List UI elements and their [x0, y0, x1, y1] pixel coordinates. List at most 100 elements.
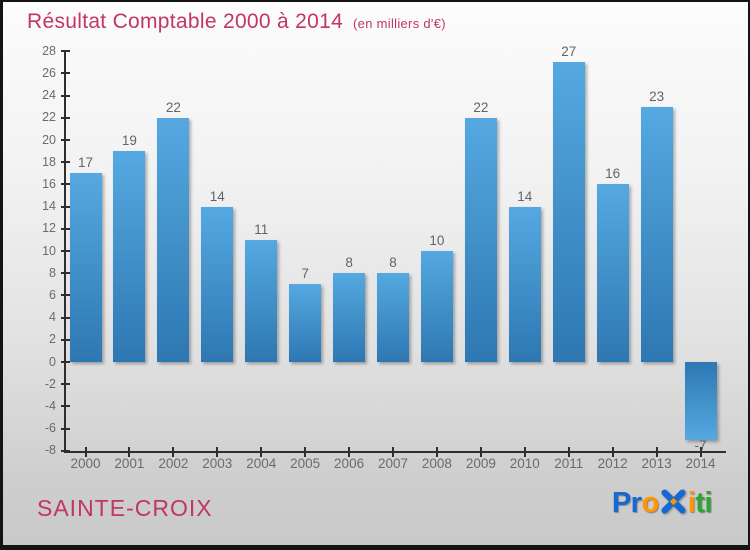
- y-tick-2: [61, 338, 70, 341]
- y-axis-label-0: 0: [49, 354, 56, 369]
- year-label-2013: 2013: [641, 455, 672, 471]
- y-tick-22: [61, 116, 70, 119]
- y-tick-8: [61, 272, 70, 275]
- y-axis-label-26: 26: [42, 65, 56, 80]
- year-label-2014: 2014: [685, 455, 716, 471]
- y-axis-label-24: 24: [42, 88, 56, 103]
- y-axis-label-2: 2: [49, 332, 56, 347]
- logo-letter-3: i: [687, 487, 696, 519]
- bar-2000: [69, 173, 102, 362]
- bar-value-2000: 17: [77, 155, 94, 171]
- bar-2001: [113, 151, 146, 362]
- bar-2006: [333, 273, 366, 362]
- y-tick-18: [61, 161, 70, 164]
- bar-2010: [508, 206, 541, 362]
- x-tick-2002: [172, 446, 175, 457]
- year-label-2006: 2006: [334, 455, 365, 471]
- y-tick--4: [61, 405, 70, 408]
- bar-2007: [377, 273, 409, 362]
- y-tick--6: [61, 427, 70, 430]
- y-tick-24: [61, 94, 70, 97]
- x-axis-line: [64, 450, 726, 453]
- year-label-2011: 2011: [554, 455, 584, 471]
- y-axis-label-16: 16: [42, 176, 56, 191]
- x-tick-2001: [128, 446, 131, 457]
- logo-letter-1: o: [641, 487, 659, 519]
- y-axis-label-18: 18: [42, 154, 56, 169]
- y-axis-label--6: -6: [44, 421, 56, 436]
- year-label-2004: 2004: [246, 455, 277, 471]
- x-tick-2008: [435, 446, 438, 457]
- bar-value-2005: 7: [301, 266, 309, 282]
- year-label-2007: 2007: [377, 455, 409, 471]
- y-axis-label-28: 28: [42, 43, 56, 58]
- bar-value-2007: 8: [389, 255, 397, 271]
- y-axis-label-4: 4: [49, 310, 56, 325]
- bar-2003: [201, 206, 234, 362]
- year-label-2003: 2003: [202, 455, 233, 471]
- y-tick-12: [61, 227, 70, 230]
- y-tick--2: [61, 383, 70, 386]
- y-tick-6: [61, 294, 70, 297]
- x-tick-2006: [348, 446, 351, 457]
- chart-title-row: Résultat Comptable 2000 à 2014 (en millie…: [27, 10, 446, 34]
- commune-name: SAINTE-CROIX: [37, 495, 213, 521]
- y-axis-label-12: 12: [42, 221, 56, 236]
- y-tick-4: [61, 316, 70, 319]
- bar-value-2009: 22: [473, 99, 489, 115]
- x-tick-2012: [611, 446, 614, 457]
- year-label-2012: 2012: [597, 455, 628, 471]
- year-label-2009: 2009: [465, 455, 496, 471]
- bar-value-2010: 14: [517, 188, 533, 204]
- x-tick-2009: [479, 446, 482, 457]
- bar-2004: [245, 239, 278, 362]
- y-tick-0: [61, 361, 70, 363]
- bar-2011: [552, 62, 585, 362]
- bar-2012: [596, 184, 629, 362]
- y-tick-28: [61, 50, 70, 53]
- bar-value-2011: 27: [561, 44, 577, 60]
- y-axis-label-10: 10: [42, 243, 56, 258]
- proxiti-logo: Pr o i t i: [611, 487, 713, 519]
- bar-2002: [157, 117, 190, 362]
- x-tick-2011: [567, 446, 570, 457]
- y-tick-26: [61, 72, 70, 75]
- bar-value-2004: 11: [254, 221, 269, 237]
- logo-letter-5: i: [704, 487, 712, 519]
- bar-2013: [640, 106, 673, 362]
- x-tick-2003: [216, 446, 219, 457]
- year-label-2005: 2005: [290, 455, 321, 471]
- y-tick-10: [61, 250, 70, 252]
- x-tick-2010: [523, 446, 526, 457]
- x-tick-2007: [392, 446, 394, 457]
- chart-subtitle: (en milliers d'€): [353, 16, 446, 31]
- logo-x-icon: [661, 489, 686, 514]
- bar-value-2001: 19: [121, 133, 137, 149]
- y-tick-16: [61, 183, 70, 186]
- bar-value-2008: 10: [429, 233, 445, 248]
- x-tick-2000: [84, 446, 87, 457]
- y-axis-label-22: 22: [42, 110, 56, 125]
- x-tick-2004: [260, 446, 263, 457]
- y-axis-label--2: -2: [44, 376, 56, 391]
- year-label-2010: 2010: [509, 455, 540, 471]
- bar-value-2014: -7: [694, 437, 707, 453]
- year-label-2001: 2001: [114, 455, 145, 471]
- y-tick-14: [61, 205, 70, 208]
- bar-2005: [289, 284, 322, 362]
- bar-value-2003: 14: [209, 188, 225, 204]
- bar-value-2006: 8: [345, 255, 353, 271]
- year-label-2000: 2000: [70, 455, 101, 471]
- year-label-2002: 2002: [158, 455, 189, 471]
- x-tick-2013: [655, 446, 658, 457]
- y-tick-20: [61, 139, 70, 141]
- logo-letter-0: Pr: [611, 487, 642, 519]
- y-axis-label-6: 6: [49, 287, 56, 302]
- bar-2009: [464, 117, 497, 362]
- logo-letter-4: t: [695, 487, 705, 519]
- bar-value-2013: 23: [649, 88, 665, 104]
- y-tick--8: [61, 449, 70, 452]
- year-label-2008: 2008: [421, 455, 452, 471]
- y-axis-label-20: 20: [42, 132, 56, 147]
- chart-title: Résultat Comptable 2000 à 2014: [27, 10, 344, 33]
